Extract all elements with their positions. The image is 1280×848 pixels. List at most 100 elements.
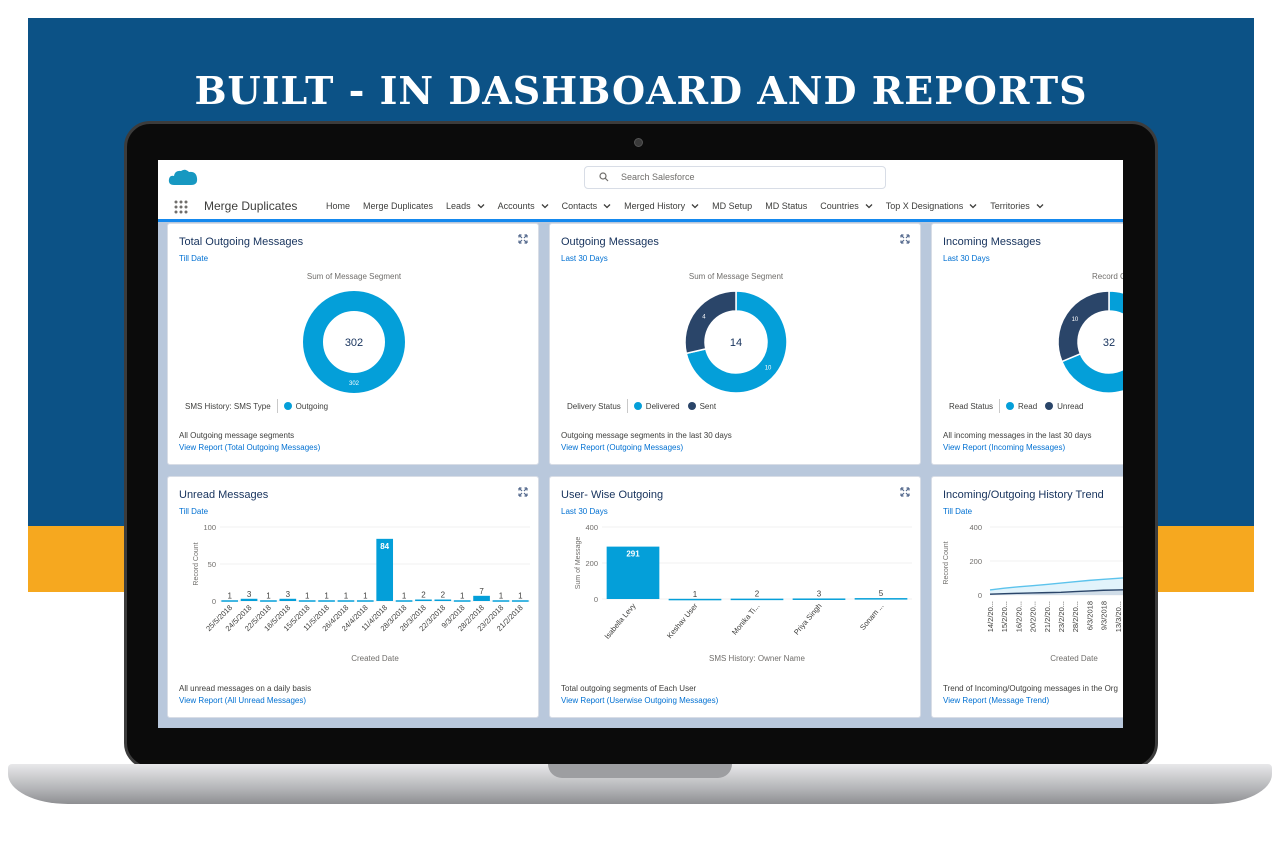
x-tick-label: 23/2/20... [1057, 601, 1066, 632]
chart-label: Sum of Message Segment [306, 272, 402, 281]
search-input[interactable]: Search Salesforce [584, 166, 886, 189]
nav-tab[interactable]: Merged History [624, 201, 699, 211]
nav-tab[interactable]: Contacts [562, 201, 612, 211]
legend-title: Delivery Status [567, 401, 621, 411]
bar [298, 600, 316, 602]
x-tick-label: Priya Singh [792, 602, 824, 637]
app-launcher-icon[interactable] [174, 200, 188, 214]
card-trend: Incoming/Outgoing History Trend Till Dat… [931, 476, 1123, 718]
x-tick-label: 21/2/20... [1043, 601, 1052, 632]
card-description: All unread messages on a daily basis [179, 684, 312, 693]
chart-legend: Read Status Read Unread [949, 399, 1091, 413]
nav-tab-label: Merged History [624, 201, 686, 211]
salesforce-cloud-icon[interactable] [168, 168, 198, 188]
chevron-down-icon[interactable] [603, 202, 611, 210]
x-tick-label: 9/3/2018 [1100, 601, 1109, 630]
x-tick-label: 13/3/20... [1114, 601, 1123, 632]
donut-chart-outgoing: 14 10 4 [684, 290, 788, 394]
chart-label: Record C [1092, 272, 1123, 281]
card-outgoing: Outgoing Messages Last 30 Days Sum of Me… [549, 223, 921, 465]
card-description: All Outgoing message segments [179, 431, 295, 440]
x-tick-label: Isabella Levy [602, 601, 637, 641]
nav-tab[interactable]: Top X Designations [886, 201, 978, 211]
bar-value-label: 1 [499, 591, 504, 600]
nav-tab-label: Countries [820, 201, 859, 211]
search-icon [599, 172, 609, 182]
legend-title: Read Status [949, 401, 994, 411]
bar [376, 538, 394, 601]
donut-chart-total-outgoing: 302 302 [303, 291, 405, 393]
nav-tab-label: Territories [990, 201, 1030, 211]
expand-icon[interactable] [900, 487, 910, 497]
bar [492, 600, 510, 602]
bar [606, 546, 660, 599]
chevron-down-icon[interactable] [541, 202, 549, 210]
bar [473, 595, 490, 601]
nav-tab-label: MD Setup [712, 201, 753, 211]
nav-tab[interactable]: Countries [820, 201, 873, 211]
legend-item: Unread [1045, 402, 1083, 411]
bar-value-label: 1 [402, 591, 407, 600]
app-header: Search Salesforce Merge Duplicates Home M… [158, 160, 1123, 222]
card-description: Outgoing message segments in the last 30… [561, 431, 732, 440]
card-user-wise: User- Wise Outgoing Last 30 Days Sum of … [549, 476, 921, 718]
bar-value-label: 1 [518, 591, 523, 600]
expand-icon[interactable] [900, 234, 910, 244]
card-description: All incoming messages in the last 30 day… [943, 431, 1092, 440]
x-tick-label: 14/2/20... [986, 601, 995, 632]
bar [221, 600, 239, 602]
bar-value-label: 3 [247, 590, 252, 599]
x-tick-label: 6/3/2018 [1085, 601, 1094, 630]
x-tick-label: 20/2/20... [1029, 601, 1038, 632]
legend-label: Delivered [645, 401, 680, 411]
line-chart-trend: Record Count 0 200 400 14/2/20... 15/2/20... 1… [943, 523, 1123, 663]
promo-title: BUILT - IN DASHBOARD AND REPORTS [194, 68, 1088, 113]
bar-value-label: 1 [305, 591, 310, 600]
view-report-link[interactable]: View Report (Userwise Outgoing Messages) [561, 696, 719, 705]
view-report-link[interactable]: View Report (Message Trend) [943, 696, 1050, 705]
bar-value-label: 3 [817, 589, 822, 598]
card-description: Total outgoing segments of Each User [561, 684, 697, 693]
nav-tab[interactable]: Merge Duplicates [363, 201, 433, 211]
series-line [989, 589, 1123, 595]
chevron-down-icon[interactable] [865, 202, 873, 210]
card-title: Total Outgoing Messages [179, 236, 304, 248]
chevron-down-icon[interactable] [1036, 202, 1044, 210]
card-subtitle: Till Date [179, 507, 209, 516]
card-subtitle: Last 30 Days [943, 254, 990, 263]
y-axis-title: Record Count [943, 541, 950, 584]
x-tick-label: 16/2/20... [1014, 601, 1023, 632]
nav-tab[interactable]: Accounts [498, 201, 549, 211]
chevron-down-icon[interactable] [691, 202, 699, 210]
nav-tab[interactable]: Territories [990, 201, 1044, 211]
nav-tab[interactable]: MD Setup [712, 201, 752, 211]
nav-tab[interactable]: Home [326, 201, 350, 211]
chevron-down-icon[interactable] [477, 202, 485, 210]
bar-value-label: 84 [380, 542, 389, 551]
slice-value-label: 10 [765, 366, 772, 372]
y-tick-label: 400 [585, 523, 598, 532]
y-axis-title: Record Count [193, 542, 200, 585]
view-report-link[interactable]: View Report (Outgoing Messages) [561, 443, 684, 452]
bar [511, 600, 529, 602]
nav-tab[interactable]: MD Status [765, 201, 807, 211]
donut-slice [1060, 290, 1123, 394]
bar-value-label: 1 [460, 591, 465, 600]
nav-tab-label: Home [326, 201, 351, 211]
y-tick-label: 0 [212, 597, 216, 606]
legend-item: Delivered [633, 401, 680, 411]
view-report-link[interactable]: View Report (All Unread Messages) [179, 696, 307, 705]
expand-icon[interactable] [518, 234, 528, 244]
card-title: Incoming/Outgoing History Trend [943, 489, 1104, 501]
bar [318, 600, 335, 602]
nav-tab-label: Accounts [497, 201, 535, 211]
bar-value-label: 1 [227, 591, 232, 600]
view-report-link[interactable]: View Report (Total Outgoing Messages) [179, 443, 321, 452]
expand-icon[interactable] [518, 487, 528, 497]
nav-tab[interactable]: Leads [446, 201, 485, 211]
bar [668, 598, 722, 601]
nav-tab-label: Merge Duplicates [363, 201, 434, 211]
bar-chart-unread: Record Count050100125/5/2018324/5/201812… [193, 523, 530, 663]
chevron-down-icon[interactable] [969, 202, 977, 210]
view-report-link[interactable]: View Report (Incoming Messages) [943, 443, 1066, 452]
